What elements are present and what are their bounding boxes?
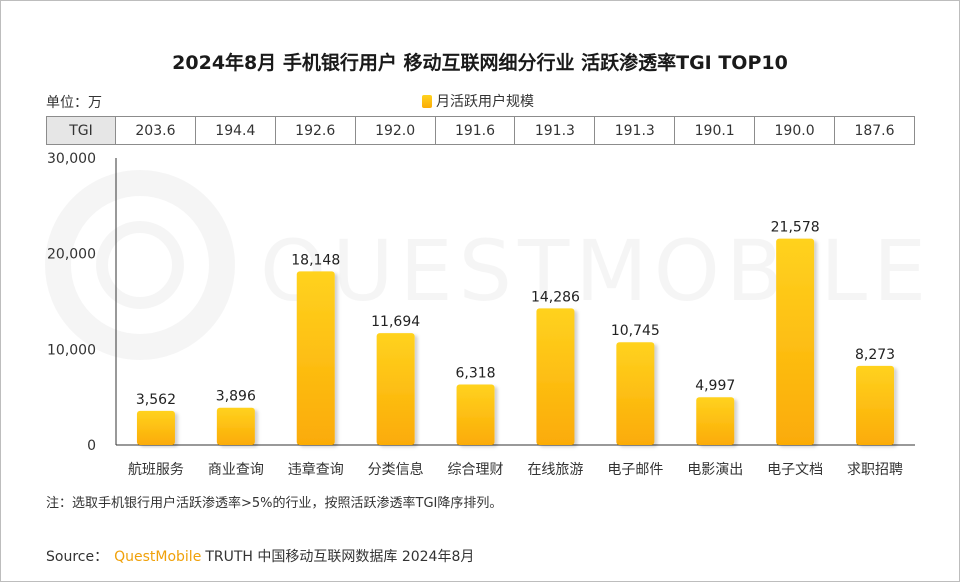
y-tick-label: 0	[87, 438, 96, 454]
x-tick-label: 商业查询	[208, 462, 264, 478]
y-tick-label: 20,000	[47, 247, 96, 263]
x-tick-label: 电子邮件	[607, 462, 663, 478]
chart-title: 2024年8月 手机银行用户 移动互联网细分行业 活跃渗透率TGI TOP10	[172, 52, 788, 74]
x-tick-label: 电影演出	[687, 462, 743, 478]
x-tick-label: 分类信息	[368, 461, 424, 478]
source-label: Source：	[46, 549, 109, 565]
tgi-header-cell: TGI	[46, 116, 116, 145]
tgi-cell: 194.4	[194, 116, 276, 145]
bar-value-label: 21,578	[771, 220, 820, 236]
bar	[456, 384, 495, 445]
bar	[376, 333, 415, 445]
bar	[296, 271, 335, 445]
bar	[536, 308, 575, 445]
tgi-cell: 191.6	[434, 116, 516, 145]
bar	[136, 410, 175, 445]
x-tick-label: 航班服务	[128, 462, 184, 478]
tgi-cell: 191.3	[514, 116, 596, 145]
bar	[696, 397, 735, 445]
watermark: QUESTMOBILE	[45, 170, 932, 360]
tgi-table: TGI 203.6 194.4 192.6 192.0 191.6 191.3 …	[46, 116, 915, 145]
footnote: 注：选取手机银行用户活跃渗透率>5%的行业，按照活跃渗透率TGI降序排列。	[46, 496, 503, 511]
legend-swatch	[422, 94, 432, 108]
x-tick-label: 在线旅游	[527, 462, 583, 478]
tgi-cell: 192.0	[354, 116, 436, 145]
source-text: TRUTH 中国移动互联网数据库 2024年8月	[205, 549, 475, 565]
bar-value-label: 11,694	[371, 314, 420, 330]
y-tick-label: 10,000	[47, 342, 96, 358]
x-tick-label: 求职招聘	[847, 462, 903, 478]
bar-value-label: 4,997	[695, 378, 735, 394]
x-tick-label: 电子文档	[767, 462, 823, 478]
tgi-cell: 192.6	[274, 116, 356, 145]
tgi-row: TGI 203.6 194.4 192.6 192.0 191.6 191.3 …	[46, 116, 915, 145]
x-tick-label: 违章查询	[288, 461, 344, 478]
bar-value-label: 6,318	[456, 366, 496, 382]
tgi-cell: 190.1	[674, 116, 756, 145]
bar-value-label: 3,896	[216, 389, 256, 405]
bar-value-label: 14,286	[531, 289, 580, 305]
tgi-cell: 187.6	[834, 116, 915, 145]
bar	[776, 238, 815, 445]
bar	[616, 342, 655, 445]
y-tick-label: 30,000	[47, 151, 96, 167]
source-line: Source： QuestMobile TRUTH 中国移动互联网数据库 202…	[46, 546, 474, 566]
legend-label: 月活跃用户规模	[436, 94, 534, 110]
source-brand: QuestMobile	[114, 549, 202, 565]
bar	[856, 365, 895, 445]
bar-value-label: 3,562	[136, 392, 176, 408]
tgi-cell: 191.3	[594, 116, 676, 145]
bar-value-label: 10,745	[611, 323, 660, 339]
bar-value-label: 8,273	[855, 347, 895, 363]
tgi-cell: 190.0	[754, 116, 836, 145]
x-tick-label: 综合理财	[448, 462, 504, 478]
unit-label: 单位：万	[46, 95, 102, 111]
bar	[216, 407, 255, 445]
legend: 月活跃用户规模	[422, 91, 534, 111]
bar-value-label: 18,148	[291, 252, 340, 268]
watermark-text: QUESTMOBILE	[260, 222, 932, 320]
tgi-cell: 203.6	[115, 116, 196, 145]
